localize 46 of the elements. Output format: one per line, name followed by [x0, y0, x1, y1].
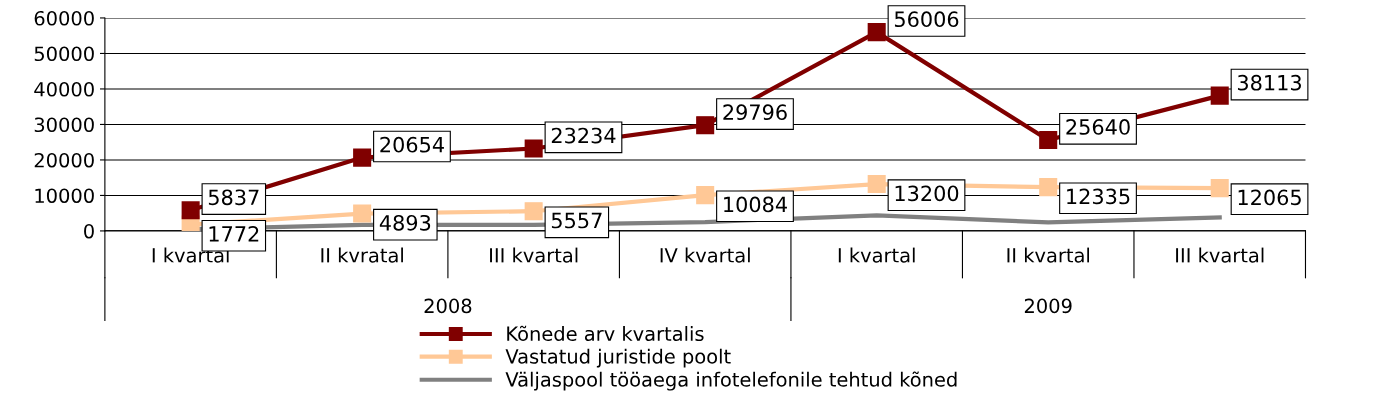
- legend-label: Vastatud juristide poolt: [505, 348, 731, 368]
- data-label: 38113: [1237, 74, 1301, 91]
- legend-label: Väljaspool tööaega infotelefonile tehtud kõned: [505, 371, 957, 391]
- x-tick-label: III kvartal: [490, 247, 578, 263]
- x-tick-label: IV kvartal: [660, 247, 750, 263]
- point: [1210, 179, 1229, 198]
- data-label: 1772: [209, 226, 259, 242]
- legend-label: Kõnede arv kvartalis: [507, 325, 704, 342]
- data-label: 23234: [551, 127, 616, 144]
- y-tick-label: 20000: [34, 152, 94, 168]
- data-label: 12335: [1067, 188, 1130, 205]
- x-tick-label: I kvartal: [838, 247, 915, 263]
- data-label: 10084: [724, 196, 787, 213]
- y-tick-label: 10000: [35, 188, 94, 204]
- y-tick-label: 30000: [34, 117, 94, 133]
- y-tick-label: 50000: [34, 46, 94, 62]
- point: [353, 204, 372, 223]
- point: [696, 186, 715, 205]
- data-label: 25640: [1066, 119, 1130, 135]
- x-tick-label: III kvartal: [1176, 247, 1264, 263]
- data-label: 5557: [551, 212, 602, 229]
- point: [696, 116, 715, 135]
- y-tick-label: 0: [84, 223, 94, 239]
- data-label: 20654: [380, 136, 444, 153]
- point: [867, 175, 886, 194]
- y-tick-label: 40000: [34, 81, 94, 97]
- point: [1210, 86, 1229, 105]
- data-label: 56006: [894, 11, 959, 28]
- data-label: 12065: [1238, 189, 1301, 206]
- point: [1039, 130, 1058, 149]
- x-tick-label: II kvartal: [1007, 247, 1090, 263]
- data-label: 13200: [895, 185, 959, 202]
- point: [524, 139, 543, 158]
- text: 2008: [424, 298, 472, 314]
- data-label: 4893: [379, 214, 431, 231]
- x-tick-label: II kvratal: [321, 247, 403, 263]
- point: [867, 23, 886, 42]
- point: [181, 201, 200, 220]
- y-tick-label: 60000: [34, 10, 94, 26]
- point: [524, 202, 543, 221]
- x-tick-label: I kvartal: [152, 247, 229, 263]
- text: 2009: [1024, 298, 1072, 314]
- point: [1039, 178, 1058, 197]
- data-label: 5837: [208, 189, 259, 206]
- data-label: 29796: [723, 104, 787, 121]
- point: [353, 148, 372, 167]
